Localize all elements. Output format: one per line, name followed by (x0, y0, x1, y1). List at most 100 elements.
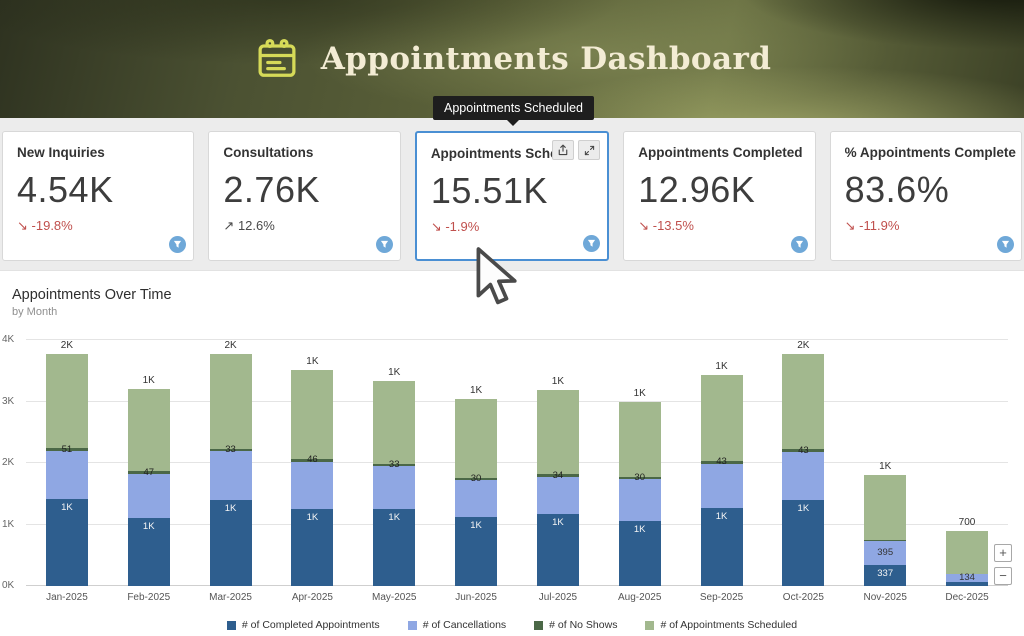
segment-4[interactable] (455, 399, 498, 478)
bar-Mar-2025[interactable]: 2K 33 1K (190, 340, 272, 586)
segment-2[interactable] (209, 451, 252, 500)
trend-value: 12.6% (237, 218, 275, 233)
segment-2[interactable] (536, 476, 579, 515)
expand-icon[interactable] (578, 140, 601, 160)
segment-4[interactable] (700, 374, 743, 461)
filter-icon[interactable] (790, 236, 808, 253)
y-tick-label: 0K (2, 580, 15, 591)
segment-value-label: 33 (388, 459, 400, 471)
segment-2[interactable] (45, 451, 88, 500)
segment-2[interactable] (782, 451, 825, 500)
filter-icon[interactable] (169, 236, 187, 253)
trend-arrow-icon: ↗ (223, 218, 235, 233)
zoom-in-button[interactable]: + (994, 544, 1012, 562)
segment-2[interactable] (291, 461, 334, 510)
calendar-icon (258, 38, 296, 77)
segment-4[interactable] (536, 389, 579, 475)
filter-icon[interactable] (583, 235, 601, 252)
trend-value: -13.5% (652, 218, 694, 233)
card-title: New Inquiries (17, 145, 105, 160)
bar-Feb-2025[interactable]: 1K 47 1K (108, 340, 190, 586)
segment-1[interactable]: 337 (864, 565, 907, 586)
bar-Apr-2025[interactable]: 1K 46 1K (271, 340, 353, 586)
segment-4[interactable] (45, 354, 88, 449)
segment-1[interactable]: 1K (127, 518, 170, 586)
card-new-inquiries[interactable]: New Inquiries 4.54K ↘ -19.8% (2, 131, 195, 261)
segment-value-label: 1K (552, 517, 564, 529)
segment-4[interactable] (782, 353, 825, 450)
segment-1[interactable]: 1K (291, 509, 334, 586)
segment-value-label: 43 (716, 456, 727, 468)
segment-2[interactable]: 134 (946, 572, 989, 583)
card-appointments-completed[interactable]: Appointments Completed 12.96K ↘ -13.5% (623, 131, 816, 261)
segment-3[interactable]: 33 (373, 459, 416, 470)
segment-1[interactable] (946, 582, 989, 586)
segment-value-label: 47 (143, 466, 155, 478)
legend-item[interactable]: # of Cancellations (407, 619, 506, 631)
segment-1[interactable]: 1K (782, 499, 825, 586)
segment-1[interactable]: 1K (45, 499, 88, 586)
filter-icon[interactable] (997, 236, 1015, 253)
segment-4[interactable] (127, 389, 170, 472)
segment-1[interactable]: 1K (700, 507, 743, 586)
segment-1[interactable]: 1K (536, 514, 579, 586)
segment-3[interactable]: 46 (291, 454, 334, 465)
segment-2[interactable] (373, 466, 416, 510)
segment-2[interactable] (455, 479, 498, 518)
bar-top-label: 1K (879, 461, 892, 473)
segment-value-label: 34 (552, 469, 564, 481)
segment-3[interactable]: 33 (209, 444, 252, 455)
x-tick-label: Aug-2025 (618, 592, 662, 603)
bar-Jul-2025[interactable]: 1K 34 1K (517, 340, 599, 586)
segment-1[interactable]: 1K (209, 499, 252, 586)
share-icon[interactable] (552, 140, 575, 160)
segment-3[interactable]: 43 (782, 445, 825, 456)
legend-item[interactable]: # of Appointments Scheduled (645, 619, 797, 631)
bar-Dec-2025[interactable]: 700 134 (926, 340, 1008, 586)
segment-1[interactable]: 1K (373, 509, 416, 586)
card-value: 4.54K (17, 169, 114, 210)
segment-2[interactable]: 395 (864, 541, 907, 566)
segment-1[interactable]: 1K (455, 517, 498, 586)
segment-1[interactable]: 1K (618, 520, 661, 586)
page-title: Appointments Dashboard (320, 41, 772, 77)
legend-item[interactable]: # of Completed Appointments (226, 619, 380, 631)
segment-4[interactable] (291, 369, 334, 459)
segment-3[interactable]: 34 (536, 470, 579, 481)
bar-Oct-2025[interactable]: 2K 43 1K (762, 340, 844, 586)
segment-3[interactable]: 51 (45, 444, 88, 455)
gridline (26, 523, 1008, 525)
bar-Aug-2025[interactable]: 1K 30 1K (599, 340, 681, 586)
segment-3[interactable]: 47 (127, 467, 170, 478)
bar-top-label: 1K (388, 367, 401, 379)
bar-Sep-2025[interactable]: 1K 43 1K (681, 340, 763, 586)
segment-3[interactable]: 30 (455, 473, 498, 484)
segment-3[interactable]: 30 (618, 472, 661, 483)
segment-4[interactable] (373, 381, 416, 465)
segment-3[interactable] (864, 539, 907, 541)
bars-container: 2K 51 1K 1K 47 1K 2K 33 1K 1K 46 1K 1K 33 1K 1K 30 1K 1K 34… (26, 340, 1008, 586)
segment-4[interactable] (864, 475, 907, 540)
bar-Nov-2025[interactable]: 1K 395 337 (844, 340, 926, 586)
segment-2[interactable] (127, 474, 170, 519)
zoom-out-button[interactable]: − (994, 567, 1012, 585)
bar-Jan-2025[interactable]: 2K 51 1K (26, 340, 108, 586)
segment-value-label: 43 (798, 444, 809, 456)
card-consultations[interactable]: Consultations 2.76K ↗ 12.6% (208, 131, 401, 261)
filter-icon[interactable] (375, 236, 393, 253)
segment-2[interactable] (700, 463, 743, 508)
segment-value-label: 1K (142, 521, 155, 533)
legend-item[interactable]: # of No Shows (534, 619, 617, 631)
segment-3[interactable]: 43 (700, 456, 743, 467)
segment-4[interactable] (618, 401, 661, 478)
card-pct-appointments-complete[interactable]: % Appointments Complete 83.6% ↘ -11.9% (829, 131, 1023, 261)
legend-label: # of Completed Appointments (241, 619, 380, 631)
kpi-cards-row: New Inquiries 4.54K ↘ -19.8% Consultatio… (2, 131, 1023, 261)
x-tick-label: Jan-2025 (46, 592, 88, 603)
segment-4[interactable] (209, 354, 252, 450)
bar-May-2025[interactable]: 1K 33 1K (353, 340, 435, 586)
bar-Jun-2025[interactable]: 1K 30 1K (435, 340, 517, 586)
segment-2[interactable] (618, 479, 661, 521)
segment-4[interactable] (946, 530, 989, 574)
card-appointments-scheduled[interactable]: Appointments Sche 15.51K ↘ -1.9% (414, 131, 610, 261)
